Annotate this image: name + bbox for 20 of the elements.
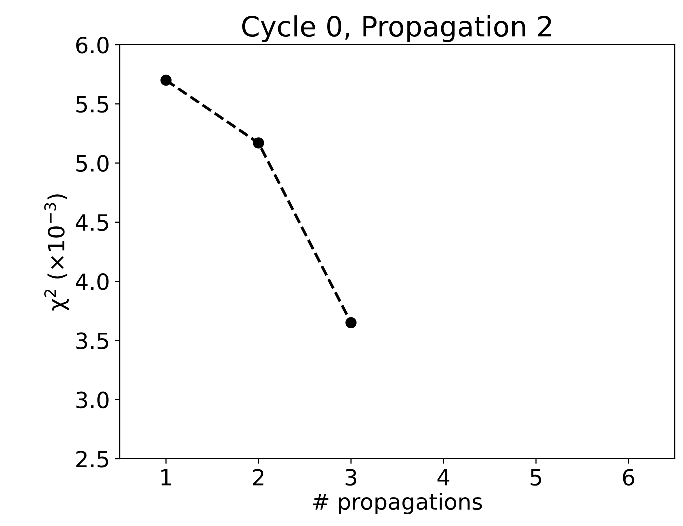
y-tick-label: 5.5 bbox=[76, 96, 108, 113]
y-tick-label: 4.5 bbox=[76, 214, 108, 232]
x-tick-label: 1 bbox=[162, 469, 172, 486]
y-tick-label: 5.0 bbox=[76, 155, 109, 172]
point bbox=[253, 138, 264, 149]
point bbox=[346, 317, 357, 329]
y-tick-label: 6.0 bbox=[76, 36, 109, 54]
y-tick-label: 3.5 bbox=[76, 332, 108, 350]
x-tick-label: 2 bbox=[253, 469, 264, 486]
x-tick-label: 4 bbox=[438, 469, 450, 486]
y-axis-title: χ$^{2}$ (×10$^{−3}$) bbox=[44, 194, 70, 311]
chart-title: Cycle 0, Propagation 2 bbox=[242, 16, 552, 42]
y-tick-label: 2.5 bbox=[76, 450, 108, 468]
x-axis-title: # propagations bbox=[313, 493, 482, 515]
y-tick-label: 4.0 bbox=[76, 274, 109, 290]
y-tick-label: 3.0 bbox=[76, 392, 109, 409]
x-tick-label: 6 bbox=[623, 469, 634, 486]
point bbox=[160, 74, 172, 86]
x-tick-label: 3 bbox=[346, 469, 357, 486]
x-tick-label: 5 bbox=[530, 469, 542, 486]
